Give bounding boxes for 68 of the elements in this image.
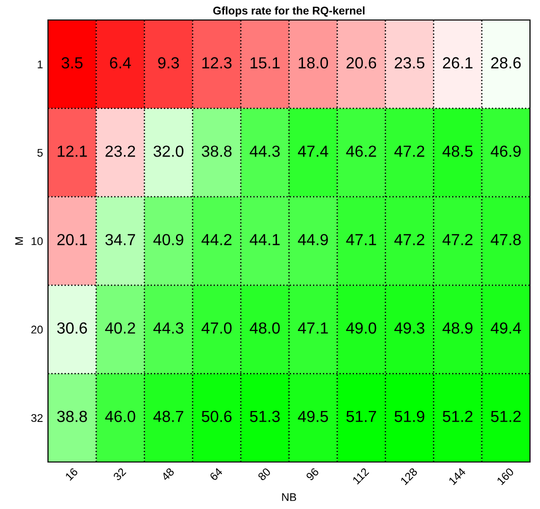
data-label: 40.2 (105, 322, 136, 334)
data-label: 32.0 (154, 146, 184, 157)
data-label: 44.2 (202, 234, 232, 246)
data-label: 26.1 (442, 57, 472, 68)
y-tick-label: 5 (37, 148, 43, 157)
data-label: 46.0 (105, 410, 136, 422)
x-tick-label: 48 (160, 467, 175, 482)
y-tick-label: 32 (31, 414, 43, 422)
data-label: 30.6 (57, 322, 87, 334)
data-label: 23.5 (394, 57, 424, 68)
x-tick-label: 80 (257, 467, 272, 482)
data-label: 47.1 (298, 322, 328, 334)
data-label: 47.2 (442, 234, 472, 246)
data-label: 38.8 (57, 410, 87, 422)
data-label: 47.4 (298, 146, 328, 157)
data-label: 20.6 (346, 57, 376, 68)
data-label: 51.7 (346, 410, 376, 422)
y-tick-label: 20 (31, 326, 43, 334)
data-label: 3.5 (62, 57, 83, 68)
data-label: 47.1 (346, 234, 376, 246)
data-label: 28.6 (491, 57, 521, 68)
data-label: 20.1 (57, 234, 87, 246)
data-label: 40.9 (153, 234, 184, 246)
x-tick-label: 144 (448, 467, 466, 486)
data-label: 12.3 (202, 57, 232, 68)
data-label: 23.2 (106, 146, 136, 157)
x-tick-label: 128 (400, 467, 418, 486)
data-label: 49.0 (346, 322, 376, 334)
data-label: 44.3 (153, 322, 184, 334)
data-label: 47.2 (394, 234, 424, 246)
data-label: 49.5 (298, 410, 328, 422)
x-tick-label: 16 (64, 467, 78, 481)
x-tick-label: 32 (112, 467, 126, 482)
data-label: 46.2 (346, 146, 376, 157)
data-label: 49.4 (490, 322, 521, 334)
data-label: 51.3 (250, 410, 280, 422)
data-label: 44.3 (250, 146, 280, 157)
data-label: 47.0 (202, 322, 232, 334)
data-label: 46.9 (490, 146, 521, 157)
data-label: 51.9 (394, 410, 424, 422)
data-label: 47.8 (490, 234, 521, 246)
y-tick-label: 10 (32, 237, 43, 246)
x-tick-label: 160 (496, 467, 514, 486)
data-label: 51.2 (442, 410, 472, 422)
y-axis-title: M (15, 237, 23, 245)
data-label: 44.1 (250, 234, 280, 246)
data-label: 15.1 (250, 57, 280, 68)
data-label: 49.3 (394, 322, 424, 334)
data-label: 48.7 (153, 410, 184, 422)
data-label: 6.4 (110, 57, 131, 68)
data-label: 9.3 (158, 57, 179, 68)
data-label: 48.0 (250, 322, 280, 334)
x-tick-label: 96 (306, 467, 320, 481)
y-tick-label: 1 (38, 60, 43, 68)
data-label: 44.9 (298, 234, 328, 246)
chart-title: Gflops rate for the RQ-kernel (213, 6, 364, 17)
data-label: 50.6 (202, 410, 232, 422)
data-label: 38.8 (202, 146, 232, 157)
data-label: 47.2 (394, 146, 424, 157)
data-label: 48.9 (442, 322, 472, 334)
x-tick-label: 112 (352, 467, 370, 484)
data-label: 51.2 (490, 410, 521, 422)
data-label: 34.7 (105, 234, 136, 246)
data-label: 48.5 (442, 146, 473, 157)
x-axis-title: NB (282, 493, 296, 501)
data-label: 18.0 (298, 57, 328, 68)
data-label: 12.1 (58, 146, 87, 157)
x-tick-label: 64 (209, 467, 223, 481)
